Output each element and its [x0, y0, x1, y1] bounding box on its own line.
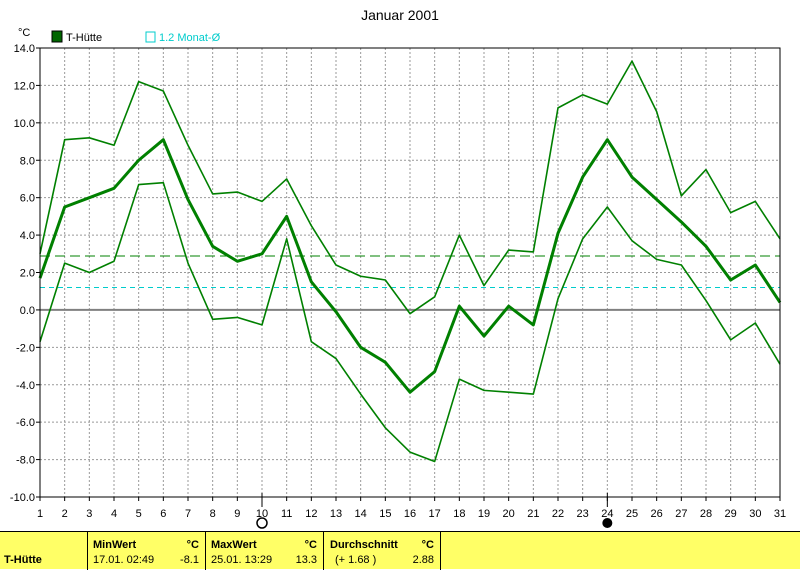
- x-tick-label: 22: [552, 508, 564, 520]
- y-tick-label: 8.0: [20, 155, 35, 167]
- min-label: MinWert: [93, 539, 137, 551]
- x-tick-label: 27: [675, 508, 687, 520]
- min-unit: °C: [186, 539, 199, 551]
- max-label: MaxWert: [211, 539, 257, 551]
- x-tick-label: 19: [478, 508, 490, 520]
- x-tick-label: 4: [111, 508, 117, 520]
- x-tick-label: 17: [429, 508, 441, 520]
- x-tick-label: 1: [37, 508, 43, 520]
- y-tick-label: 14.0: [14, 43, 35, 55]
- x-tick-label: 25: [626, 508, 638, 520]
- x-tick-labels: 1 2 3 4 5 6 7 8 9 10 11 12 13 14 15 16 17 18 19 20 21 22 23 24 2…: [37, 508, 786, 520]
- y-tick-label: 12.0: [14, 80, 35, 92]
- y-axis-unit: °C: [18, 27, 30, 39]
- axes: [36, 47, 781, 501]
- station-cell: T-Hütte: [0, 532, 88, 570]
- moon-phase-markers: [256, 493, 613, 529]
- statistics-bar: T-Hütte MinWert °C 17.01. 02:49 -8.1 Max…: [0, 531, 800, 570]
- y-tick-label: 4.0: [20, 230, 35, 242]
- y-tick-label: -10.0: [10, 492, 35, 504]
- station-label: T-Hütte: [4, 554, 42, 566]
- max-cell: MaxWert °C 25.01. 13:29 13.3: [206, 532, 324, 570]
- x-tick-label: 12: [305, 508, 317, 520]
- x-tick-label: 15: [379, 508, 391, 520]
- x-tick-label: 23: [577, 508, 589, 520]
- x-tick-label: 16: [404, 508, 416, 520]
- x-tick-label: 29: [725, 508, 737, 520]
- x-tick-label: 9: [234, 508, 240, 520]
- grid: [40, 48, 780, 497]
- x-tick-label: 13: [330, 508, 342, 520]
- x-tick-label: 8: [210, 508, 216, 520]
- legend-swatch-thuette: [51, 30, 63, 43]
- x-tick-label: 18: [453, 508, 465, 520]
- y-tick-label: 6.0: [20, 193, 35, 205]
- x-tick-label: 10: [256, 508, 268, 520]
- x-tick-label: 5: [136, 508, 142, 520]
- max-value: 13.3: [295, 554, 317, 566]
- average-label: Durchschnitt: [330, 539, 398, 551]
- average-value: 2.88: [412, 554, 434, 566]
- y-tick-labels: 14.0 12.0 10.0 8.0 6.0 4.0 2.0 0.0 -2.0 -4.0 -6.0 -…: [10, 43, 35, 504]
- x-tick-label: 30: [749, 508, 761, 520]
- x-tick-label: 7: [185, 508, 191, 520]
- legend-label-monthly-mean: 1.2 Monat-Ø: [159, 32, 221, 44]
- x-tick-label: 28: [700, 508, 712, 520]
- x-tick-label: 26: [651, 508, 663, 520]
- average-delta: (+ 1.68 ): [335, 554, 377, 566]
- series-lines: [38, 60, 782, 463]
- x-tick-label: 31: [774, 508, 786, 520]
- reference-lines: [40, 255, 780, 288]
- legend-swatch-monthly-mean: [145, 31, 156, 43]
- y-tick-label: -8.0: [16, 455, 35, 467]
- y-tick-label: 2.0: [20, 268, 35, 280]
- min-value: -8.1: [180, 554, 199, 566]
- average-unit: °C: [421, 539, 434, 551]
- y-tick-label: 10.0: [14, 118, 35, 130]
- average-cell: Durchschnitt °C (+ 1.68 ) 2.88: [324, 532, 441, 570]
- x-tick-label: 24: [601, 508, 613, 520]
- y-tick-label: -2.0: [16, 342, 35, 354]
- new-moon-icon: [602, 518, 613, 528]
- x-tick-label: 20: [503, 508, 515, 520]
- y-tick-label: 0.0: [20, 305, 35, 317]
- chart-title: Januar 2001: [361, 7, 439, 23]
- x-tick-label: 21: [527, 508, 539, 520]
- x-tick-label: 2: [62, 508, 68, 520]
- x-tick-label: 3: [86, 508, 92, 520]
- max-unit: °C: [304, 539, 317, 551]
- full-moon-icon: [256, 517, 268, 529]
- y-tick-label: -4.0: [16, 380, 35, 392]
- temperature-chart: Januar 2001 °C T-Hütte 1.2 Monat-Ø 14.01…: [10, 7, 786, 529]
- min-when: 17.01. 02:49: [93, 554, 155, 566]
- min-cell: MinWert °C 17.01. 02:49 -8.1: [88, 532, 206, 570]
- y-tick-label: -6.0: [16, 417, 35, 429]
- x-tick-label: 11: [281, 508, 292, 520]
- legend-label-thuette: T-Hütte: [66, 32, 102, 44]
- max-when: 25.01. 13:29: [211, 554, 273, 566]
- x-tick-label: 14: [355, 508, 367, 520]
- x-tick-label: 6: [160, 508, 166, 520]
- series-line-max: [39, 60, 781, 315]
- series-line-min: [39, 181, 781, 463]
- series-line-mean: [38, 138, 782, 394]
